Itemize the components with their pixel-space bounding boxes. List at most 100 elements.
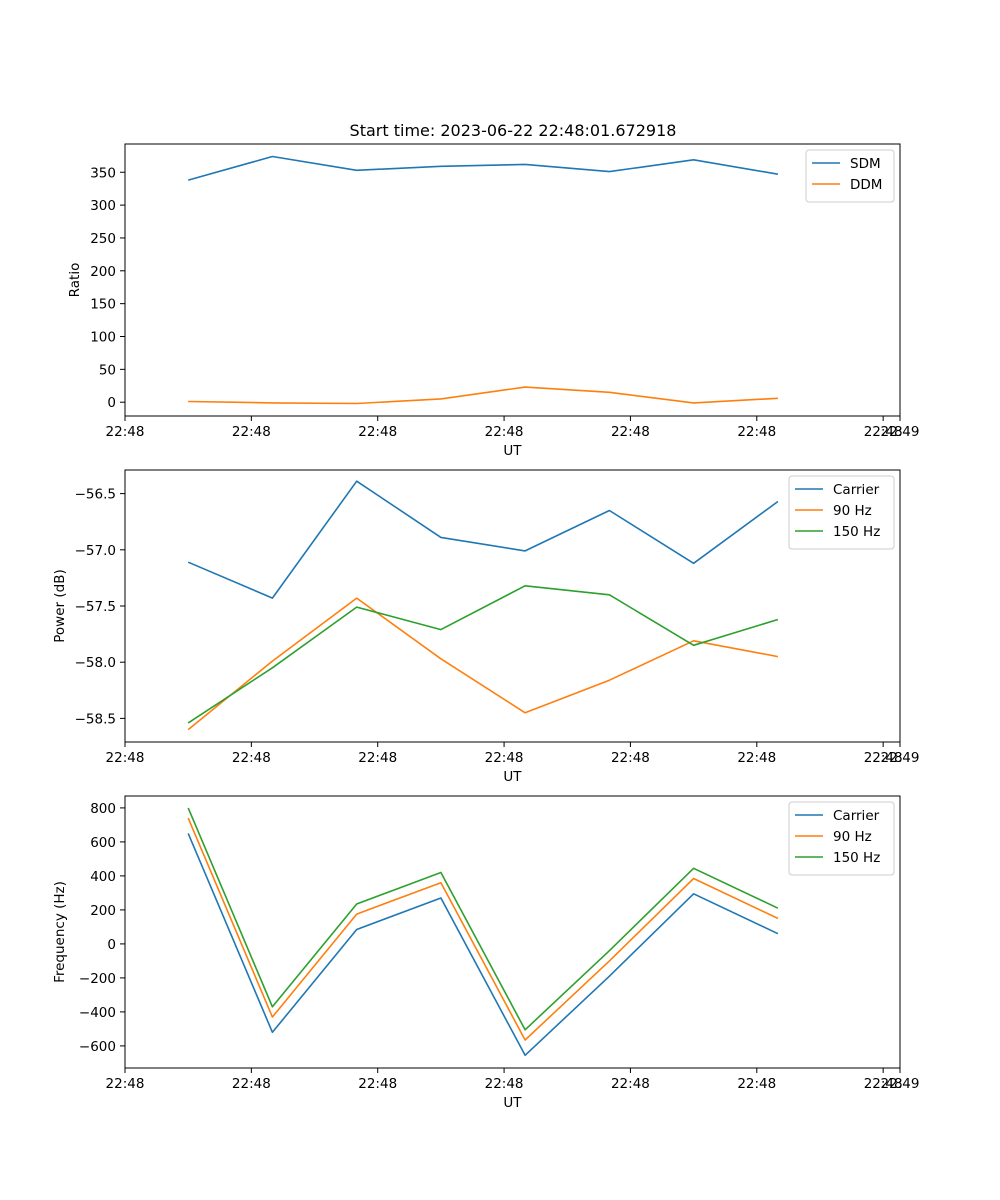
x-tick-label: 22:48 — [864, 424, 903, 440]
data-point — [777, 397, 779, 399]
y-axis-label: Frequency (Hz) — [52, 881, 68, 983]
axes-frame — [124, 795, 901, 1069]
data-point — [272, 597, 274, 599]
x-axis-label: UT — [503, 769, 522, 785]
axes-frame — [124, 469, 901, 743]
figure-title: Start time: 2023-06-22 22:48:01.672918 — [350, 121, 677, 140]
legend-label: SDM — [850, 156, 881, 172]
data-point — [356, 606, 358, 608]
legend: Carrier 90 Hz 150 Hz — [788, 801, 895, 876]
data-point — [356, 403, 358, 405]
data-point — [609, 392, 611, 394]
data-point — [272, 156, 274, 158]
data-point — [609, 975, 611, 977]
x-tick-label: 22:48 — [611, 1076, 650, 1092]
data-point — [693, 645, 695, 647]
data-point — [440, 658, 442, 660]
y-tick-label: 800 — [90, 801, 116, 817]
data-point — [272, 667, 274, 669]
data-point — [609, 679, 611, 681]
data-point — [609, 950, 611, 952]
data-point — [356, 913, 358, 915]
legend-label: 150 Hz — [833, 524, 880, 540]
data-point — [187, 807, 189, 809]
data-point — [609, 171, 611, 173]
data-point — [777, 173, 779, 175]
y-tick-label: −600 — [79, 1039, 116, 1055]
x-tick-label: 22:48 — [611, 750, 650, 766]
data-point — [187, 561, 189, 563]
x-tick-label: 22:48 — [358, 1076, 397, 1092]
data-point — [524, 550, 526, 552]
y-tick-label: 350 — [90, 165, 116, 181]
x-tick-label: 22:48 — [864, 1076, 903, 1092]
y-tick-label: 0 — [107, 395, 116, 411]
data-point — [187, 401, 189, 403]
y-tick-label: 150 — [90, 297, 116, 313]
chart-panel-1: 22:48 22:48 22:48 22:48 22:48 22:48 22:4822:49… — [67, 143, 919, 459]
x-axis-label: UT — [503, 1095, 522, 1111]
data-point — [272, 1032, 274, 1034]
series-line-90-hz — [187, 597, 779, 731]
legend: Carrier 90 Hz 150 Hz — [788, 475, 895, 550]
x-tick-label: 22:48 — [737, 750, 776, 766]
data-point — [609, 594, 611, 596]
y-tick-label: 100 — [90, 330, 116, 346]
data-point — [609, 510, 611, 512]
x-tick-label: 22:48 — [232, 424, 271, 440]
data-point — [524, 585, 526, 587]
series-line-ddm — [188, 386, 778, 405]
data-point — [356, 903, 358, 905]
data-point — [693, 640, 695, 642]
chart-panel-3: 22:48 22:48 22:48 22:48 22:48 22:48 22:4822:49… — [52, 795, 919, 1111]
legend-label: 90 Hz — [833, 503, 872, 519]
data-point — [187, 729, 189, 731]
data-point — [693, 878, 695, 880]
series-line-sdm — [187, 155, 779, 181]
x-tick-label: 22:48 — [611, 424, 650, 440]
data-point — [440, 629, 442, 631]
data-point — [272, 660, 274, 662]
x-tick-label: 22:48 — [106, 424, 145, 440]
data-point — [440, 872, 442, 874]
legend: SDM DDM — [805, 149, 895, 203]
x-tick-label: 22:48 — [232, 750, 271, 766]
y-tick-label: −57.5 — [75, 599, 116, 615]
data-point — [524, 712, 526, 714]
data-point — [356, 480, 358, 482]
x-tick-label: 22:48 — [737, 1076, 776, 1092]
y-tick-label: 50 — [99, 362, 116, 378]
data-point — [524, 164, 526, 166]
panels: 22:48 22:48 22:48 22:48 22:48 22:48 22:4822:49… — [52, 143, 919, 1111]
y-tick-label: −57.0 — [75, 543, 116, 559]
chart-panel-2: 22:48 22:48 22:48 22:48 22:48 22:48 22:4822:49… — [52, 469, 919, 785]
data-point — [356, 169, 358, 171]
y-tick-label: 250 — [90, 231, 116, 247]
data-point — [693, 893, 695, 895]
data-point — [777, 907, 779, 909]
x-tick-label: 22:48 — [864, 750, 903, 766]
data-point — [777, 933, 779, 935]
legend-label: DDM — [850, 177, 882, 193]
data-point — [524, 1054, 526, 1056]
data-point — [524, 1029, 526, 1031]
x-tick-label: 22:48 — [485, 424, 524, 440]
data-point — [693, 402, 695, 404]
x-tick-label: 22:48 — [358, 750, 397, 766]
data-point — [440, 398, 442, 400]
x-tick-label: 22:48 — [485, 750, 524, 766]
legend-label: Carrier — [833, 808, 880, 824]
series-line-carrier — [187, 833, 779, 1057]
data-point — [440, 537, 442, 539]
legend-label: 150 Hz — [833, 850, 880, 866]
y-tick-label: −58.5 — [75, 711, 116, 727]
data-point — [187, 833, 189, 835]
data-point — [524, 1039, 526, 1041]
x-tick-label: 22:48 — [106, 750, 145, 766]
data-point — [440, 882, 442, 884]
data-point — [187, 722, 189, 724]
y-tick-label: 600 — [90, 835, 116, 851]
series-line-carrier — [187, 480, 779, 599]
y-tick-label: 300 — [90, 198, 116, 214]
